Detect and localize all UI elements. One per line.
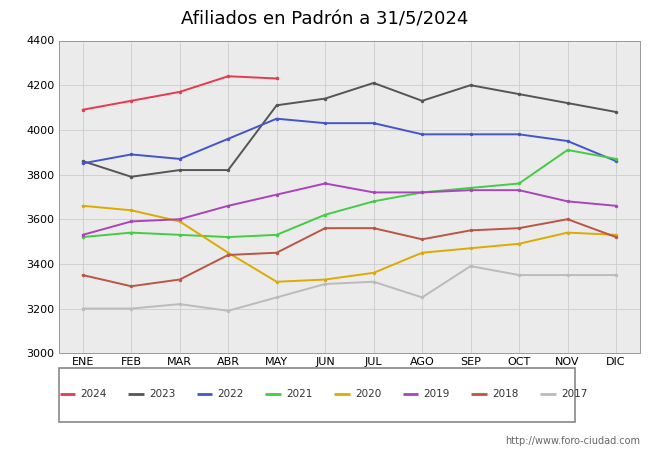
Text: 2020: 2020 (355, 389, 381, 399)
Text: http://www.foro-ciudad.com: http://www.foro-ciudad.com (505, 436, 640, 446)
Text: 2023: 2023 (149, 389, 176, 399)
Text: 2024: 2024 (80, 389, 107, 399)
Text: 2022: 2022 (218, 389, 244, 399)
FancyBboxPatch shape (58, 368, 575, 422)
Text: Afiliados en Padrón a 31/5/2024: Afiliados en Padrón a 31/5/2024 (181, 10, 469, 28)
Text: 2019: 2019 (423, 389, 450, 399)
Text: 2018: 2018 (492, 389, 519, 399)
Text: 2017: 2017 (561, 389, 587, 399)
Text: 2021: 2021 (286, 389, 313, 399)
